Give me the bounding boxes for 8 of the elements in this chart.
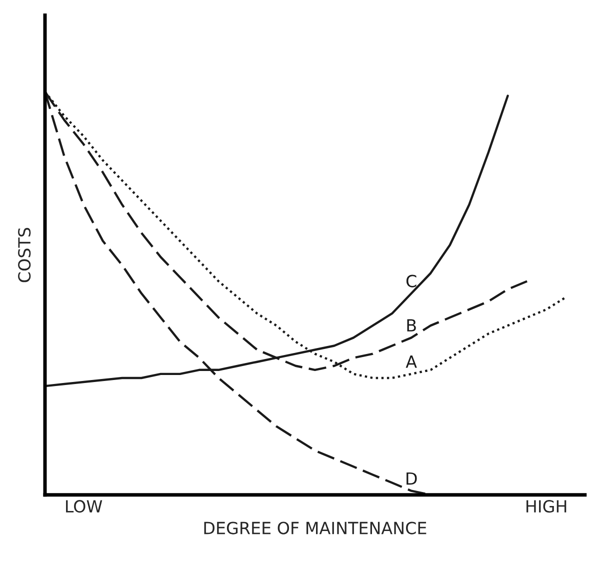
series-label: C <box>406 274 416 288</box>
y-axis-title: COSTS <box>18 228 31 282</box>
x-tick-label: HIGH <box>526 500 566 513</box>
series-label: D <box>406 472 417 485</box>
series-label: B <box>407 319 416 332</box>
x-tick-label: LOW <box>66 500 102 513</box>
series-label: A <box>406 356 417 368</box>
x-axis-title: DEGREE OF MAINTENANCE <box>204 522 426 534</box>
